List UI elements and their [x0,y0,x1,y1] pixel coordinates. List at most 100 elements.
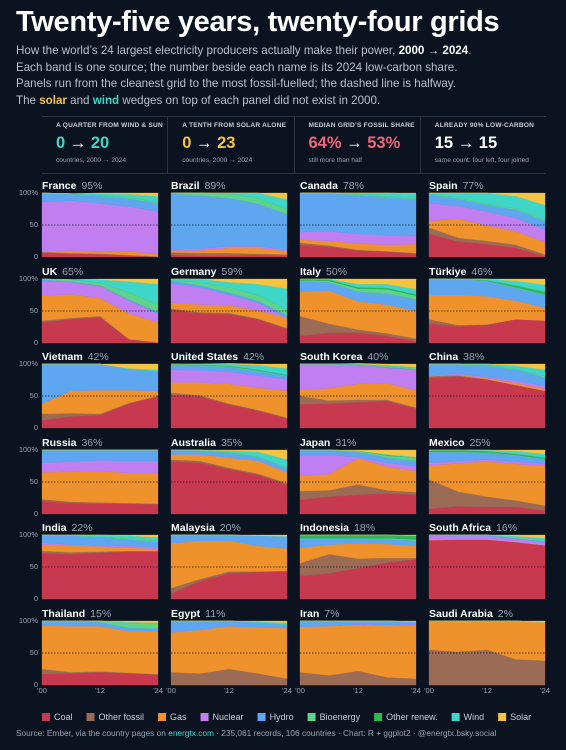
area-band [171,449,288,460]
panel-name: Italy [300,266,321,278]
x-tick-label: '24 [153,686,163,695]
area-band [171,363,288,369]
panel-name: United States [171,351,238,363]
stat-label: A QUARTER FROM WIND & SUN [56,122,163,129]
area-band [299,400,417,429]
panel-name: China [429,351,458,363]
area-band [300,192,417,194]
footer-text: energtx.com [168,728,214,738]
stat-value: 64% → 53% [309,134,420,153]
subtitle-text: 2000 → 2024 [398,44,469,57]
subtitle-line: Panels run from the cleanest grid to the… [16,76,471,93]
stat-value: 0 → 23 [182,134,293,153]
subtitle-text: wind [92,93,120,107]
x-tick-label: '12 [353,686,363,695]
panel-share: 22% [72,522,93,534]
y-tick-label: 100% [19,445,39,454]
area-band [429,534,546,539]
title: Twenty-five years, twenty-four grids [16,6,500,38]
area-band [429,449,546,455]
stat-arrow: → [196,134,213,152]
panel-title: Vietnam 42% [42,351,109,363]
panel-title: Malaysia 20% [171,522,241,534]
panel-name: India [42,522,67,534]
stat: MEDIAN GRID’S FOSSIL SHARE 64% → 53% still… [293,117,420,173]
area-band [41,278,159,285]
panel-share: 78% [343,180,364,192]
panel-title: Indonesia 18% [300,522,375,534]
legend-label: Nuclear [213,712,244,722]
subtitle-text: Each band is one source; the number besi… [16,60,458,74]
y-tick-label: 100% [19,616,39,625]
legend-swatch [200,713,209,721]
panel-name: South Korea [300,351,363,363]
y-tick-label: 50 [30,391,38,400]
y-tick-label: 50 [30,306,38,315]
subtitle-text: The [16,93,40,107]
panel-name: Indonesia [300,522,349,534]
panel-share: 7% [324,608,339,620]
area-band [42,363,159,370]
panel-share: 40% [367,351,388,363]
area-band [171,620,288,624]
legend-label: Other fossil [99,712,145,722]
panel-title: Türkiye 46% [429,266,492,278]
legend-label: Hydro [270,712,294,722]
area-band [299,193,417,237]
stat-to: 15 [478,134,498,152]
stat-label: ALREADY 90% LOW-CARBON [434,122,535,129]
subtitle-line: Each band is one source; the number besi… [16,60,471,77]
stat-to: 53% [367,134,401,152]
area-band [41,551,159,600]
legend-swatch [307,713,316,721]
panel-share: 59% [222,266,243,278]
stat-from: 15 [434,134,454,152]
legend-swatch [257,713,266,721]
stat-value: 0 → 20 [56,134,167,153]
panel-share: 89% [205,180,226,192]
x-tick-label: '00 [295,686,305,695]
panel-title: Saudi Arabia 2% [429,608,513,620]
legend-label: Coal [54,712,73,722]
subtitle-text: solar [39,93,67,107]
panel-title: Canada 78% [300,180,364,192]
panel-title: Iran 7% [300,608,339,620]
panel-share: 31% [335,437,356,449]
footer-text: · 235,061 records, 106 countries · Chart… [213,728,497,738]
panel-title: Australia 35% [171,437,242,449]
panel-title: France 95% [42,180,102,192]
panel-name: Japan [300,437,330,449]
area-band [300,449,417,458]
legend-swatch [158,713,167,721]
area-band [171,534,288,537]
area-band [300,620,417,622]
subtitle-line: The solar and wind wedges on top of each… [16,93,471,110]
panel-share: 25% [470,437,491,449]
panel-name: Spain [429,180,458,192]
panel-title: Germany 59% [171,266,243,278]
area-band [42,534,159,538]
subtitle-text: wedges on top of each panel did not exis… [119,93,381,107]
area-band [41,200,159,255]
stat: A QUARTER FROM WIND & SUN 0 → 20 countries… [42,117,167,173]
x-tick-label: '24 [540,686,550,695]
panel-title: UK 65% [42,266,83,278]
area-band [41,470,159,504]
panel-title: Brazil 89% [171,180,226,192]
y-tick-label: 0 [34,509,38,518]
panel-share: 95% [81,180,102,192]
stat: A TENTH FROM SOLAR ALONE 0 → 23 countries,… [167,117,293,173]
y-tick-label: 0 [34,423,38,432]
panel-name: Thailand [42,608,85,620]
chart: France 95% 0 50 100% Brazil 89% Canada 78% Spain 7… [19,180,550,722]
area-band [429,363,546,370]
area-band [428,539,546,600]
area-band [429,620,546,623]
stat-arrow: → [457,134,475,152]
y-tick-label: 50 [30,562,38,571]
panel-name: Iran [300,608,319,620]
subtitle: How the world’s 24 largest electricity p… [16,43,471,109]
panel-name: UK [42,266,58,278]
stat-from: 64% [308,134,342,152]
panel-name: South Africa [429,522,491,534]
